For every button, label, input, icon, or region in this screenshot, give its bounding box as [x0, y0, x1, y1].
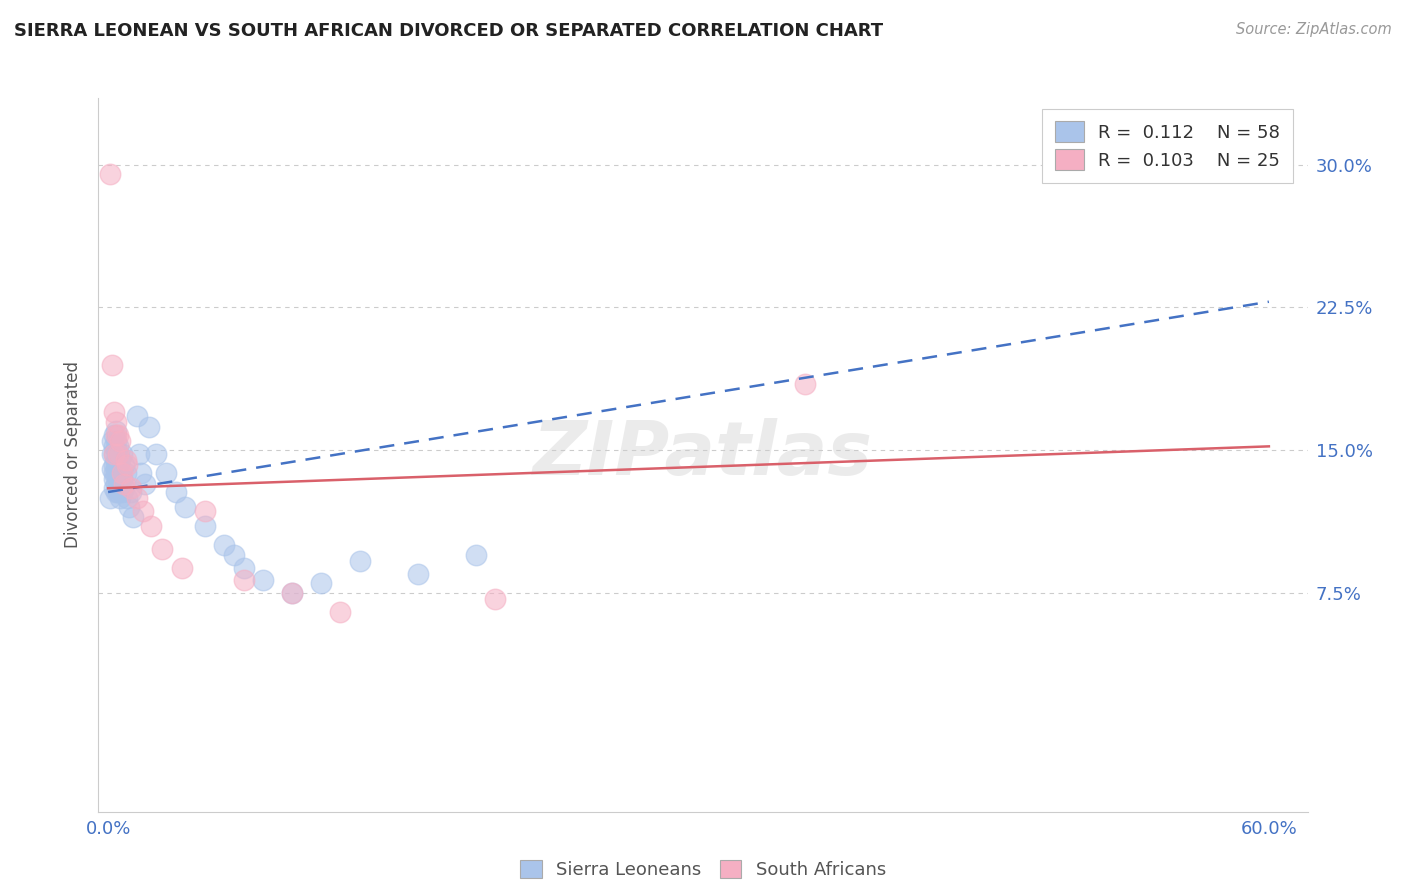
Point: [194, 504, 217, 518]
Point: [127, 409, 149, 423]
Point: [101, 434, 124, 448]
Point: [111, 472, 134, 486]
Point: [281, 586, 304, 600]
Point: [103, 472, 125, 486]
Point: [108, 466, 131, 480]
Point: [281, 586, 304, 600]
Point: [114, 452, 136, 467]
Point: [464, 548, 486, 562]
Text: Source: ZipAtlas.com: Source: ZipAtlas.com: [1236, 22, 1392, 37]
Point: [232, 573, 254, 587]
Point: [194, 519, 217, 533]
Point: [112, 481, 135, 495]
Point: [129, 466, 152, 480]
Point: [107, 477, 129, 491]
Point: [112, 458, 135, 473]
Point: [112, 477, 135, 491]
Point: [104, 477, 127, 491]
Point: [252, 573, 274, 587]
Point: [117, 491, 139, 505]
Point: [104, 428, 127, 442]
Point: [484, 591, 506, 606]
Point: [122, 509, 145, 524]
Point: [329, 605, 352, 619]
Point: [103, 458, 125, 473]
Point: [165, 485, 187, 500]
Point: [222, 548, 245, 562]
Point: [132, 504, 155, 518]
Point: [108, 434, 131, 448]
Point: [120, 485, 142, 500]
Point: [107, 447, 129, 461]
Point: [174, 500, 197, 515]
Point: [111, 466, 134, 480]
Point: [127, 491, 149, 505]
Point: [107, 458, 129, 473]
Point: [103, 439, 125, 453]
Point: [170, 561, 193, 575]
Point: [101, 462, 124, 476]
Point: [103, 428, 125, 442]
Point: [104, 452, 127, 467]
Text: ZIPatlas: ZIPatlas: [533, 418, 873, 491]
Point: [309, 576, 332, 591]
Point: [98, 491, 121, 505]
Point: [103, 447, 125, 461]
Point: [138, 420, 160, 434]
Point: [232, 561, 254, 575]
Point: [212, 538, 235, 552]
Point: [349, 553, 371, 567]
Point: [134, 477, 156, 491]
Point: [107, 439, 129, 453]
Point: [108, 491, 131, 505]
Text: SIERRA LEONEAN VS SOUTH AFRICAN DIVORCED OR SEPARATED CORRELATION CHART: SIERRA LEONEAN VS SOUTH AFRICAN DIVORCED…: [14, 22, 883, 40]
Point: [406, 566, 429, 581]
Point: [104, 466, 127, 480]
Point: [103, 405, 125, 419]
Point: [150, 542, 173, 557]
Point: [108, 452, 131, 467]
Point: [104, 443, 127, 458]
Point: [139, 519, 162, 533]
Point: [98, 167, 121, 181]
Point: [104, 434, 127, 448]
Point: [114, 466, 136, 480]
Legend: Sierra Leoneans, South Africans: Sierra Leoneans, South Africans: [512, 851, 894, 888]
Point: [120, 481, 142, 495]
Point: [793, 376, 815, 391]
Point: [104, 485, 127, 500]
Point: [108, 481, 131, 495]
Point: [155, 466, 177, 480]
Point: [111, 485, 134, 500]
Point: [101, 358, 124, 372]
Point: [107, 466, 129, 480]
Point: [128, 447, 150, 461]
Point: [107, 428, 129, 442]
Point: [104, 458, 127, 473]
Point: [111, 447, 134, 461]
Point: [104, 415, 127, 429]
Point: [118, 500, 141, 515]
Point: [104, 424, 127, 438]
Point: [145, 447, 167, 461]
Y-axis label: Divorced or Separated: Divorced or Separated: [65, 361, 83, 549]
Point: [107, 485, 129, 500]
Point: [103, 481, 125, 495]
Point: [101, 447, 124, 461]
Point: [107, 447, 129, 461]
Point: [103, 447, 125, 461]
Point: [117, 458, 139, 473]
Point: [103, 466, 125, 480]
